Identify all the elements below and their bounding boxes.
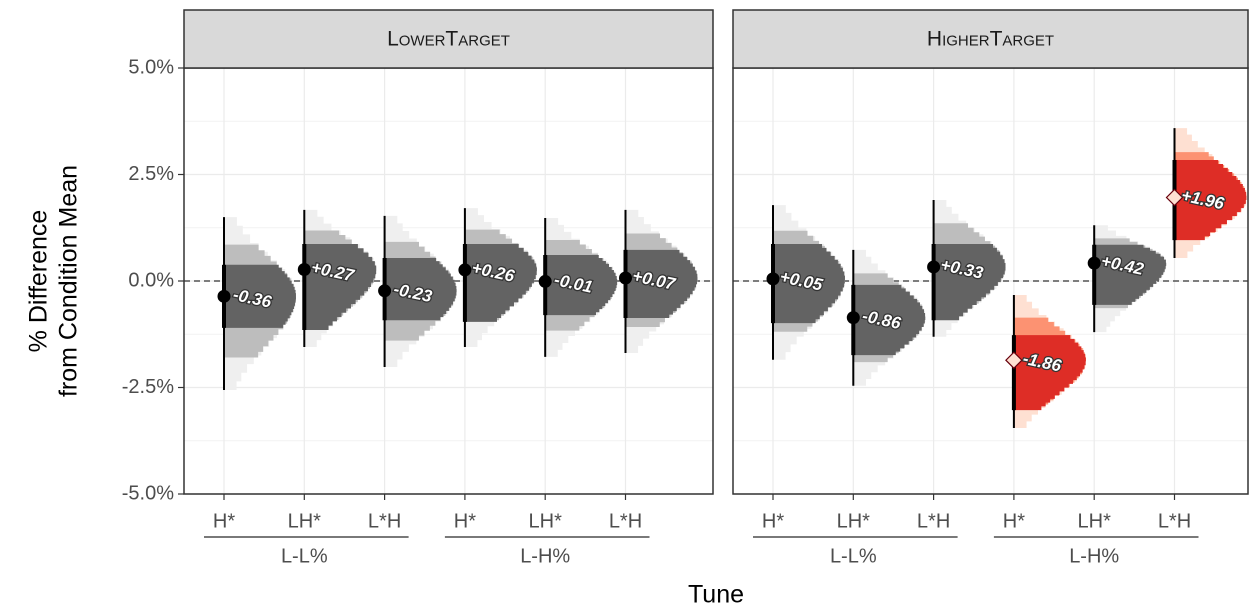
point-estimate	[846, 311, 860, 325]
slab-inner	[1013, 335, 1086, 411]
y-tick-label: -2.5%	[122, 376, 174, 398]
slab-inner	[384, 257, 457, 321]
group-label: L-H%	[1069, 545, 1119, 567]
point-estimate	[458, 263, 472, 277]
slab-inner	[773, 243, 845, 324]
strip-title: HigherTarget	[927, 28, 1054, 51]
x-tick-label: LH*	[1078, 510, 1112, 532]
slab-inner	[464, 243, 537, 322]
slab-inner	[625, 249, 698, 319]
point-estimate	[297, 262, 311, 276]
x-tick-label: LH*	[288, 510, 322, 532]
y-tick-label: -5.0%	[122, 482, 174, 504]
x-tick-label: LH*	[529, 510, 563, 532]
point-estimate	[766, 272, 780, 286]
x-tick-label: H*	[213, 510, 235, 532]
point-estimate	[1005, 351, 1023, 370]
y-axis-title: % Difference	[25, 210, 53, 353]
strip	[183, 9, 714, 69]
x-tick-label: L*H	[609, 510, 642, 532]
point-estimate	[1087, 256, 1101, 270]
y-axis-title: from Condition Mean	[55, 165, 83, 397]
x-tick-label: LH*	[837, 510, 871, 532]
point-estimate	[1165, 188, 1184, 207]
slab-inner	[853, 284, 926, 356]
x-tick-label: L*H	[368, 510, 401, 532]
group-label: L-L%	[281, 545, 328, 567]
y-tick-label: 0.0%	[128, 269, 174, 291]
x-tick-label: L*H	[1158, 510, 1191, 532]
y-tick-label: 5.0%	[128, 56, 174, 78]
point-estimate	[217, 289, 231, 303]
x-tick-label: H*	[454, 510, 476, 532]
x-tick-label: L*H	[917, 510, 950, 532]
point-estimate	[378, 284, 392, 298]
strip-title: LowerTarget	[387, 28, 510, 51]
slab-inner	[1174, 160, 1247, 241]
x-axis-title: Tune	[688, 581, 744, 609]
x-tick-label: H*	[762, 510, 784, 532]
group-label: L-L%	[830, 545, 877, 567]
x-tick-label: H*	[1003, 510, 1025, 532]
slab-inner	[933, 243, 1006, 321]
group-label: L-H%	[520, 545, 570, 567]
point-estimate	[538, 274, 552, 288]
slab-inner	[224, 264, 296, 328]
point-estimate	[927, 260, 941, 274]
y-tick-label: 2.5%	[128, 163, 174, 185]
point-estimate	[619, 271, 632, 285]
slab-inner	[545, 255, 618, 316]
slab-inner	[1094, 244, 1167, 305]
slab-inner	[304, 243, 377, 330]
strip	[732, 9, 1249, 69]
